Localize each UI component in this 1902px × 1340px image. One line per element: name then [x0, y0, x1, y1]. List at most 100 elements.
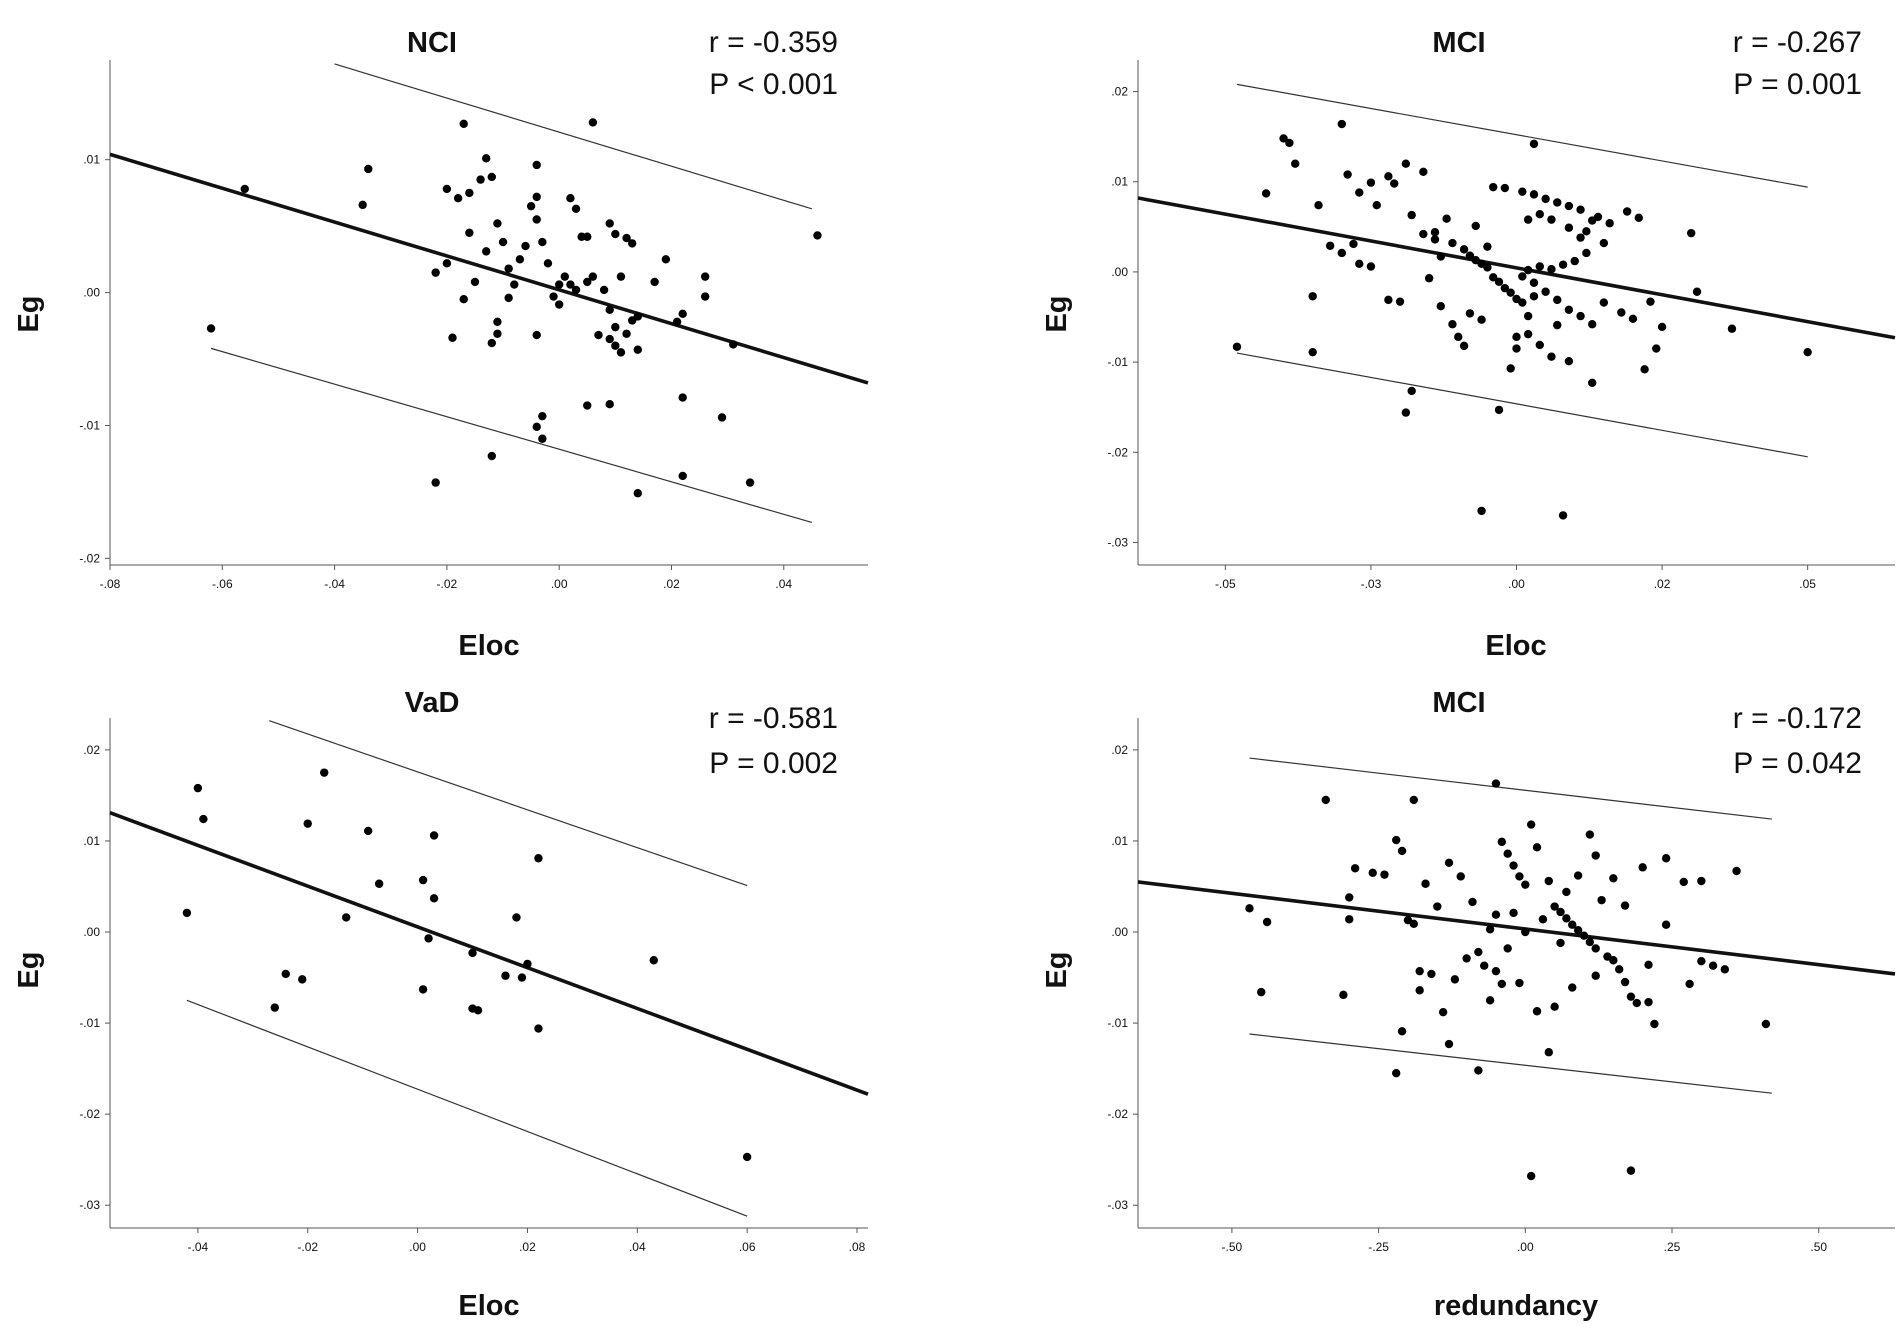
data-point [1415, 986, 1424, 995]
data-point [650, 277, 659, 287]
regression-line [1137, 880, 1896, 976]
y-tick-label: -.02 [79, 551, 100, 565]
ci-lower-line [186, 999, 748, 1217]
data-point [1421, 879, 1430, 888]
y-axis-label: Eg [1041, 951, 1073, 988]
data-point [678, 309, 687, 319]
data-point [303, 819, 312, 828]
data-point [521, 241, 530, 251]
data-point [1506, 288, 1515, 297]
data-point [1582, 227, 1591, 236]
data-point [1576, 311, 1585, 321]
data-point [622, 329, 631, 338]
data-point [1232, 342, 1242, 351]
data-point [1523, 215, 1533, 224]
data-point [1626, 992, 1636, 1001]
data-point [588, 272, 598, 281]
data-point [1512, 344, 1521, 353]
data-point [1620, 901, 1630, 910]
y-tick-label: -.03 [1107, 535, 1128, 549]
data-point [717, 413, 727, 422]
data-point [1640, 365, 1649, 374]
data-point [1491, 779, 1501, 788]
x-tick-label: .00 [1508, 577, 1525, 591]
data-point [1419, 167, 1428, 177]
data-point [1456, 872, 1465, 881]
data-point [1321, 795, 1330, 805]
x-tick-label: -.08 [100, 577, 121, 591]
regression-line [109, 152, 869, 385]
data-point [1392, 1068, 1401, 1078]
data-point [1697, 956, 1706, 966]
data-point [571, 285, 581, 295]
data-point [1349, 239, 1358, 249]
data-point [549, 292, 558, 301]
data-point [605, 399, 614, 409]
data-point [1337, 248, 1347, 258]
data-point [627, 239, 637, 248]
regression-line [109, 811, 869, 1096]
data-point [633, 345, 642, 354]
data-point [1419, 229, 1428, 239]
y-tick-label: .00 [1111, 265, 1128, 279]
data-point [459, 295, 468, 304]
data-point [1579, 931, 1589, 940]
panel-nci: -.08 -.06 -.04 -.02 .00 .02 .04 .01 .00 -.01 -.02 N… [13, 26, 869, 662]
r-value: r = -0.172 [1733, 702, 1862, 735]
panel-mci-redundancy: -.50 -.25 .00 .25 .50 .02 .01 .00 -.01 -.02 -.03 MC… [1041, 687, 1896, 1322]
data-point [526, 201, 536, 211]
data-point [1448, 320, 1457, 329]
data-point [616, 272, 626, 281]
ci-lower-line [1236, 352, 1808, 458]
data-point [583, 277, 592, 287]
data-point [1339, 990, 1348, 1000]
data-point [182, 908, 192, 918]
data-point [700, 272, 710, 281]
data-point [649, 956, 658, 965]
data-point [571, 204, 581, 214]
data-point [1485, 996, 1495, 1005]
data-point [1444, 1039, 1454, 1049]
data-point [1337, 119, 1347, 129]
data-point [1521, 880, 1530, 889]
data-point [1474, 1066, 1483, 1075]
data-point [566, 280, 575, 289]
x-tick-label: -.02 [437, 577, 458, 591]
y-tick-label: -.01 [79, 418, 100, 432]
data-point [1261, 189, 1271, 198]
data-point [431, 478, 440, 487]
data-point [616, 348, 626, 357]
data-point [1262, 917, 1272, 927]
data-point [1465, 251, 1475, 260]
data-point [1761, 1019, 1771, 1029]
data-point [493, 219, 502, 228]
data-point [1424, 274, 1434, 283]
data-point [504, 293, 513, 303]
data-point [1503, 944, 1512, 953]
data-point [1588, 320, 1597, 329]
data-point [1644, 997, 1653, 1007]
data-point [1614, 965, 1624, 974]
data-point [1489, 182, 1498, 192]
data-point [1593, 212, 1603, 222]
data-point [341, 913, 351, 922]
data-point [1462, 954, 1471, 963]
data-point [588, 118, 598, 127]
data-point [1308, 292, 1317, 301]
data-point [1558, 260, 1568, 269]
data-point [1644, 960, 1653, 970]
data-point [532, 422, 541, 431]
data-point [554, 300, 564, 309]
data-point [1350, 864, 1360, 873]
data-point [1657, 322, 1667, 332]
data-point [493, 329, 502, 338]
data-point [1529, 190, 1539, 199]
y-tick-label: .02 [1111, 85, 1128, 99]
data-point [517, 973, 527, 982]
data-point [1368, 868, 1377, 878]
data-point [1465, 309, 1475, 318]
data-point [1609, 874, 1618, 883]
y-tick-label: -.02 [1107, 1107, 1128, 1121]
data-point [1591, 971, 1600, 980]
x-axis-label: Eloc [1485, 630, 1546, 662]
